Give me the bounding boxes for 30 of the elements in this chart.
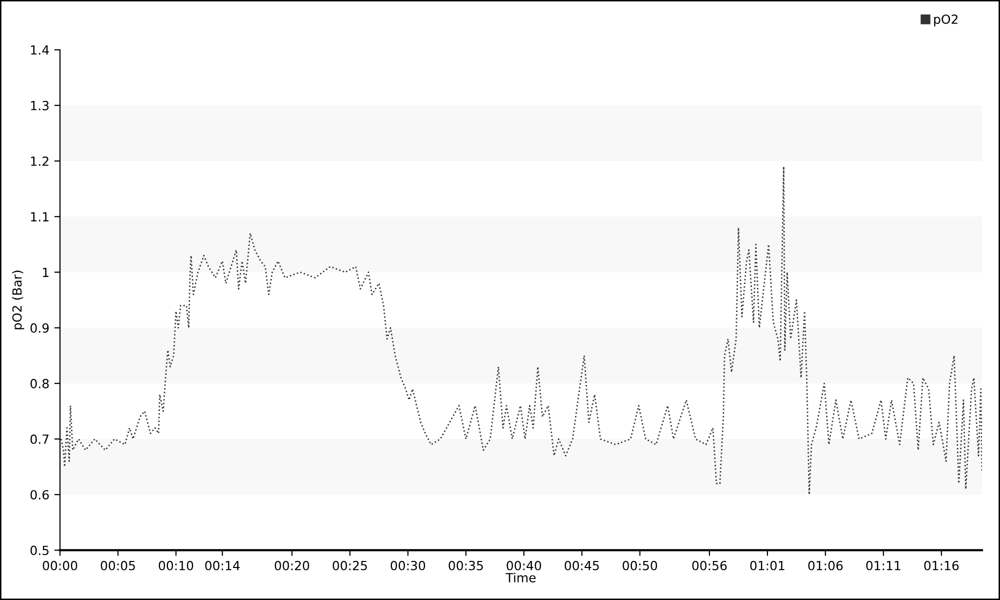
y-axis-title: pO2 (Bar) bbox=[12, 270, 24, 330]
y-tick-label: 1.1 bbox=[31, 212, 48, 222]
x-tick-label: 01:11 bbox=[866, 560, 900, 570]
y-tick-label: 0.8 bbox=[30, 378, 49, 388]
legend-label: pO2 bbox=[934, 14, 958, 26]
y-tick-label: 1 bbox=[43, 268, 48, 277]
x-tick-label: 00:25 bbox=[332, 560, 367, 570]
x-tick-label: 00:20 bbox=[274, 560, 310, 570]
x-tick-label: 00:00 bbox=[42, 560, 78, 570]
y-tick-label: 0.9 bbox=[30, 323, 49, 333]
x-tick-label: 00:10 bbox=[158, 560, 194, 570]
line-series bbox=[60, 166, 982, 496]
x-tick-label: 00:45 bbox=[564, 560, 599, 570]
x-tick-label: 00:40 bbox=[506, 560, 542, 570]
x-tick-label: 01:06 bbox=[808, 560, 843, 570]
y-tick-label: 1.2 bbox=[31, 156, 48, 166]
x-tick-label: 00:56 bbox=[692, 560, 727, 570]
y-tick-label: 0.5 bbox=[30, 546, 48, 556]
x-tick-label: 01:01 bbox=[750, 560, 784, 570]
x-tick-label: 00:05 bbox=[100, 560, 135, 570]
x-tick-label: 00:50 bbox=[622, 560, 658, 570]
x-axis-title: Time bbox=[506, 572, 536, 582]
y-tick-label: 0.6 bbox=[30, 490, 49, 500]
x-tick-label: 00:35 bbox=[448, 560, 483, 570]
y-tick-label: 0.7 bbox=[30, 434, 49, 444]
x-tick-label: 00:14 bbox=[205, 560, 240, 570]
x-tick-label: 01:16 bbox=[924, 560, 959, 570]
y-tick-label: 1.4 bbox=[31, 45, 49, 55]
y-tick-label: 1.3 bbox=[31, 100, 49, 110]
x-tick-label: 00:30 bbox=[390, 560, 426, 570]
